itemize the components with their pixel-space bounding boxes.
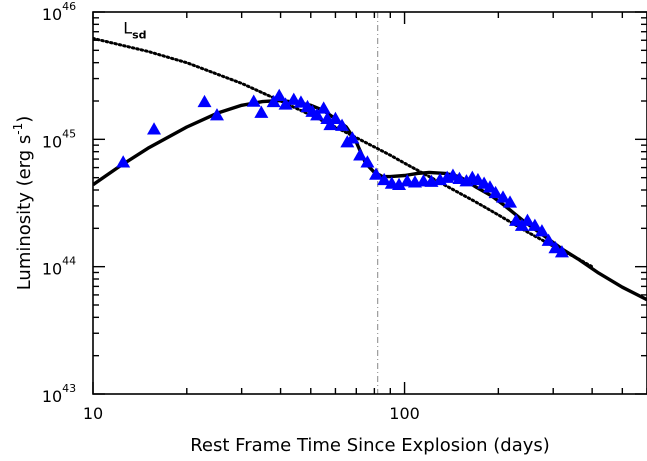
y-tick-label: 1046 xyxy=(42,0,76,24)
y-tick-label: 1044 xyxy=(42,255,76,279)
observation-point xyxy=(369,167,384,180)
y-tick-label-exponent: 43 xyxy=(62,382,76,395)
observation-point xyxy=(209,108,224,121)
spin-down-label-main: L xyxy=(123,18,132,37)
x-tick-label: 100 xyxy=(389,404,420,423)
observation-point xyxy=(316,101,331,114)
observation-point xyxy=(335,118,350,131)
observation-point xyxy=(345,131,360,144)
observation-point xyxy=(541,233,556,246)
observation-point xyxy=(548,241,563,254)
y-tick-label: 1045 xyxy=(42,127,76,151)
plot-frame xyxy=(92,11,647,395)
x-tick-label: 10 xyxy=(83,404,103,423)
observation-point xyxy=(520,213,535,226)
observation-point xyxy=(377,172,392,186)
observation-point xyxy=(272,88,287,101)
observation-point xyxy=(293,95,308,108)
plot-content: Lsd xyxy=(93,12,647,394)
observation-point xyxy=(488,185,503,199)
observation-point xyxy=(353,148,368,161)
y-tick-label-base: 10 xyxy=(42,260,62,279)
observation-point xyxy=(278,97,293,110)
observation-point xyxy=(328,111,343,125)
spin-down-label: Lsd xyxy=(123,18,146,41)
observation-point xyxy=(246,94,261,107)
plot-area xyxy=(93,12,647,394)
y-tick-label-base: 10 xyxy=(42,5,62,24)
observation-point xyxy=(147,122,162,135)
observation-point xyxy=(392,177,407,190)
spin-down-label-sub: sd xyxy=(132,28,146,41)
observation-point xyxy=(496,190,511,203)
observation-point xyxy=(310,108,325,121)
observation-point xyxy=(503,195,518,208)
observation-point xyxy=(554,245,569,258)
observation-point xyxy=(459,174,474,187)
observation-point xyxy=(482,180,497,193)
y-tick-label-exponent: 44 xyxy=(62,255,76,268)
y-tick-label: 1043 xyxy=(42,382,76,406)
observation-point xyxy=(116,155,131,168)
observation-point xyxy=(534,224,549,237)
observation-point xyxy=(254,105,269,118)
axis-ticks xyxy=(92,11,647,395)
y-tick-label-exponent: 46 xyxy=(62,0,76,13)
y-tick-label-base: 10 xyxy=(42,387,62,406)
observation-point xyxy=(286,92,301,105)
observation-point xyxy=(197,94,212,108)
spin-down-curve xyxy=(93,36,594,269)
y-axis-label: Luminosity (erg s-1) xyxy=(11,116,35,291)
observation-point xyxy=(360,155,375,168)
y-tick-label-exponent: 45 xyxy=(62,127,76,140)
observation-point xyxy=(527,218,542,231)
y-tick-label-base: 10 xyxy=(42,132,62,151)
x-axis-label: Rest Frame Time Since Explosion (days) xyxy=(190,435,550,456)
